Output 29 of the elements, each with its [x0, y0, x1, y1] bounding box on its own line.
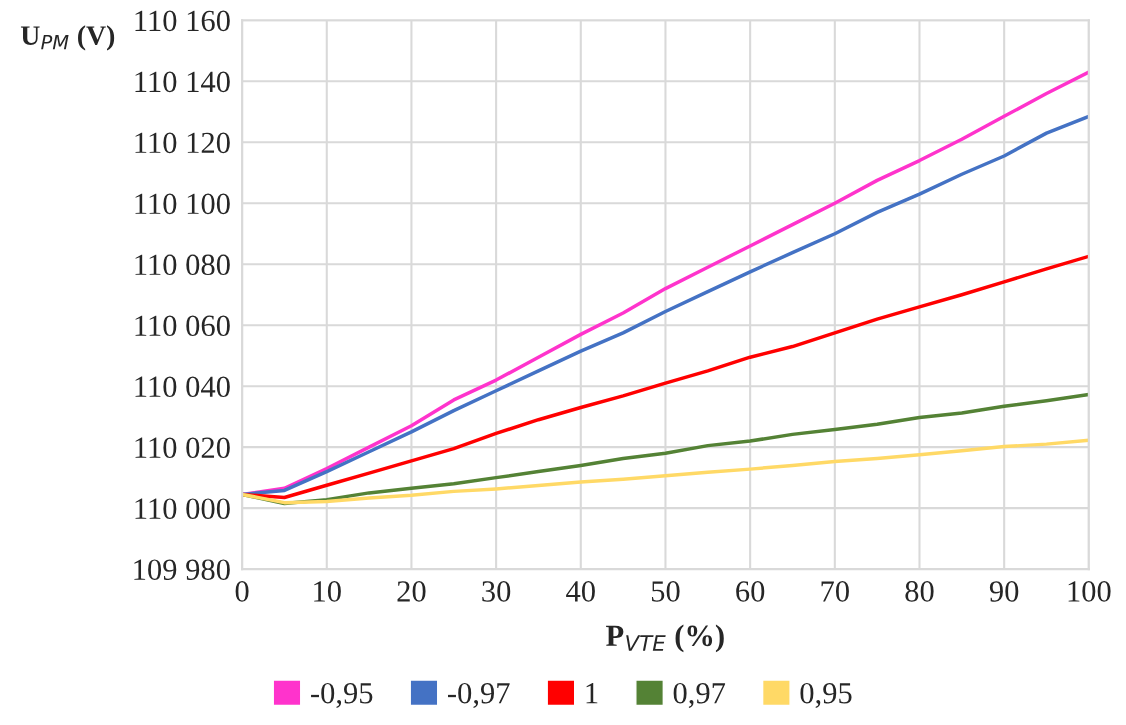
x-tick-label: 90	[989, 581, 1019, 602]
y-tick-label: 110 140	[135, 71, 230, 93]
x-axis-title: P$_{VTE}$ (%)	[606, 624, 724, 653]
y-tick-label: 109 980	[134, 559, 230, 581]
y-tick-label: 110 160	[135, 10, 230, 32]
legend-label: -0,97	[448, 682, 510, 708]
x-tick-label: 0	[235, 581, 249, 602]
x-tick-label: 100	[1068, 581, 1111, 602]
x-tick-label: 80	[905, 581, 934, 602]
y-tick-label: 110 040	[135, 376, 230, 398]
x-tick-label: 60	[736, 581, 765, 602]
legend-label: 0,97	[673, 682, 726, 708]
y-tick-label: 110 060	[135, 315, 230, 337]
legend-label: 0,95	[800, 682, 852, 708]
x-tick-label: 20	[397, 581, 426, 602]
legend-label: 1	[586, 683, 598, 704]
y-tick-label: 110 000	[135, 498, 230, 520]
x-tick-label: 70	[821, 581, 849, 602]
x-tick-label: 40	[566, 581, 595, 602]
x-tick-label: 30	[482, 581, 511, 602]
y-tick-label: 110 100	[135, 193, 230, 215]
y-tick-label: 110 120	[135, 132, 230, 154]
y-tick-label: 110 020	[135, 437, 230, 459]
line-series	[242, 438, 1089, 505]
y-tick-label: 110 080	[135, 254, 230, 276]
y-axis-title: U$_{PM}$ (V)	[20, 25, 115, 51]
x-tick-label: 50	[651, 581, 680, 602]
x-tick-label: 10	[314, 581, 341, 602]
legend-label: -0,95	[311, 682, 373, 708]
